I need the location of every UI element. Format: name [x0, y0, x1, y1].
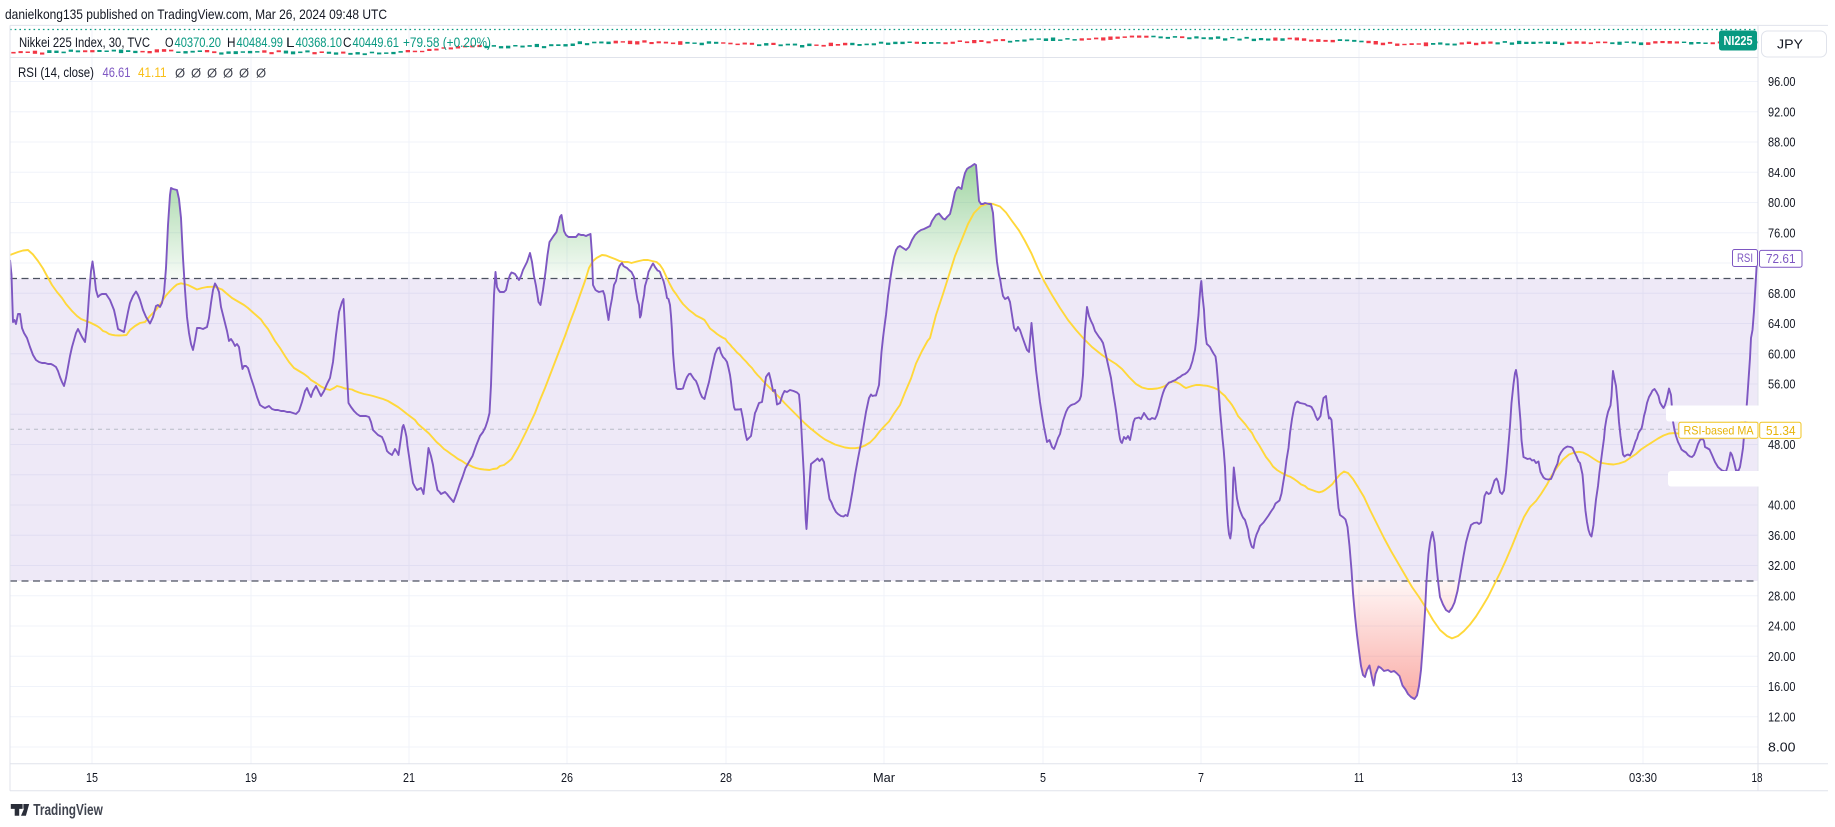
svg-text:36.00: 36.00	[1768, 528, 1796, 543]
svg-text:Mar: Mar	[873, 770, 896, 785]
svg-text:68.00: 68.00	[1768, 286, 1796, 301]
svg-text:96.00: 96.00	[1768, 74, 1796, 89]
svg-text:56.00: 56.00	[1768, 377, 1796, 392]
svg-text:40449.61: 40449.61	[353, 35, 400, 50]
svg-text:19: 19	[245, 770, 257, 785]
svg-text:76.00: 76.00	[1768, 225, 1796, 240]
svg-text:Ø: Ø	[175, 66, 185, 81]
svg-text:5: 5	[1040, 770, 1046, 785]
svg-text:20.00: 20.00	[1768, 649, 1796, 664]
svg-text:15: 15	[86, 770, 98, 785]
svg-text:28: 28	[720, 770, 732, 785]
svg-text:Ø: Ø	[223, 66, 233, 81]
svg-text:60.00: 60.00	[1768, 346, 1796, 361]
svg-text:C: C	[343, 35, 352, 50]
svg-text:40368.10: 40368.10	[296, 35, 343, 50]
svg-text:Ø: Ø	[207, 66, 217, 81]
svg-text:18: 18	[1752, 770, 1763, 785]
svg-text:13: 13	[1512, 770, 1523, 785]
svg-text:O: O	[165, 35, 174, 50]
svg-text:84.00: 84.00	[1768, 165, 1796, 180]
svg-text:21: 21	[403, 770, 415, 785]
svg-text:40.00: 40.00	[1768, 498, 1796, 513]
svg-text:RSI-based MA: RSI-based MA	[1684, 424, 1754, 438]
svg-text:danielkong135 published on Tra: danielkong135 published on TradingView.c…	[5, 6, 387, 22]
svg-text:24.00: 24.00	[1768, 619, 1796, 634]
svg-text:Ø: Ø	[191, 66, 201, 81]
svg-text:16.00: 16.00	[1768, 679, 1796, 694]
svg-text:80.00: 80.00	[1768, 195, 1796, 210]
svg-text:03:30: 03:30	[1629, 770, 1657, 785]
svg-text:32.00: 32.00	[1768, 558, 1796, 573]
svg-text:41.11: 41.11	[138, 65, 167, 80]
svg-text:46.61: 46.61	[103, 65, 131, 80]
svg-text:72.61: 72.61	[1766, 252, 1796, 266]
svg-text:H: H	[227, 35, 236, 50]
svg-text:28.00: 28.00	[1768, 588, 1796, 603]
svg-text:L: L	[286, 35, 295, 50]
svg-text:NI225: NI225	[1724, 34, 1753, 48]
svg-text:+79.58 (+0.20%): +79.58 (+0.20%)	[403, 35, 491, 50]
svg-text:26: 26	[561, 770, 573, 785]
svg-text:Nikkei 225 Index, 30, TVC: Nikkei 225 Index, 30, TVC	[19, 35, 150, 50]
svg-text:88.00: 88.00	[1768, 135, 1796, 150]
svg-text:48.00: 48.00	[1768, 437, 1796, 452]
svg-text:12.00: 12.00	[1768, 709, 1796, 724]
svg-text:11: 11	[1354, 770, 1364, 785]
svg-text:8.00: 8.00	[1768, 740, 1796, 755]
svg-text:JPY: JPY	[1777, 37, 1803, 52]
svg-text:Ø: Ø	[256, 66, 266, 81]
svg-text:RSI (14, close): RSI (14, close)	[18, 65, 94, 80]
svg-text:TradingView: TradingView	[33, 802, 103, 819]
svg-text:RSI: RSI	[1737, 251, 1753, 265]
svg-text:Ø: Ø	[239, 66, 249, 81]
svg-text:40484.99: 40484.99	[237, 35, 284, 50]
svg-text:7: 7	[1198, 770, 1204, 785]
svg-text:92.00: 92.00	[1768, 104, 1796, 119]
svg-text:64.00: 64.00	[1768, 316, 1796, 331]
svg-text:40370.20: 40370.20	[175, 35, 222, 50]
svg-text:51.34: 51.34	[1766, 424, 1796, 438]
